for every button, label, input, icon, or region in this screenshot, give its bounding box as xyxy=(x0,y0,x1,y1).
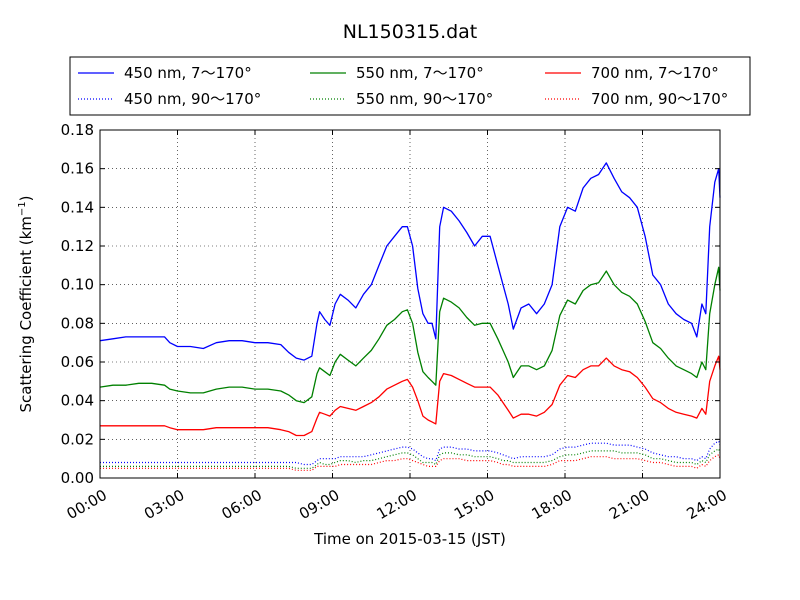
series-line xyxy=(100,355,721,437)
y-axis-label: Scattering Coefficient (km−1) xyxy=(17,195,35,412)
series-line xyxy=(100,440,721,466)
legend-label: 550 nm, 7～170° xyxy=(356,64,484,82)
legend-frame xyxy=(69,56,751,116)
legend-label: 550 nm, 90～170° xyxy=(356,90,493,108)
plot-area: 00:00 03:00 06:00 09:00 12:00 15:00 18:00 21:00… xyxy=(61,121,730,523)
series-line xyxy=(99,162,721,361)
series-lines xyxy=(99,162,721,471)
y-tick-label: 0.08 xyxy=(61,314,94,332)
y-tick-label: 0.04 xyxy=(61,392,94,410)
y-axis-label-main: Scattering Coefficient (km xyxy=(17,216,35,412)
series-line xyxy=(100,448,721,469)
legend: 450 nm, 7～170° 550 nm, 7～170° 700 nm, 7～17… xyxy=(69,56,751,116)
y-tick-label: 0.00 xyxy=(61,469,94,487)
plot-background xyxy=(100,130,720,478)
series-line xyxy=(99,266,721,404)
y-tick-label: 0.18 xyxy=(61,121,94,139)
chart-title: NL150315.dat xyxy=(343,21,478,43)
y-tick-label: 0.02 xyxy=(61,430,94,448)
legend-label: 450 nm, 7～170° xyxy=(124,64,252,82)
x-axis-label: Time on 2015-03-15 (JST) xyxy=(313,530,506,548)
legend-label: 700 nm, 90～170° xyxy=(591,90,728,108)
y-tick-label: 0.16 xyxy=(61,160,94,178)
legend-label: 700 nm, 7～170° xyxy=(591,64,719,82)
y-tick-label: 0.12 xyxy=(61,237,94,255)
y-axis-label-superscript: −1 xyxy=(17,201,28,216)
y-tick-label: 0.14 xyxy=(61,198,94,216)
legend-label: 450 nm, 90～170° xyxy=(124,90,261,108)
y-tick-label: 0.10 xyxy=(61,276,94,294)
grid xyxy=(100,130,720,478)
y-tick-label: 0.06 xyxy=(61,353,94,371)
y-axis-label-tail: ) xyxy=(17,195,35,201)
